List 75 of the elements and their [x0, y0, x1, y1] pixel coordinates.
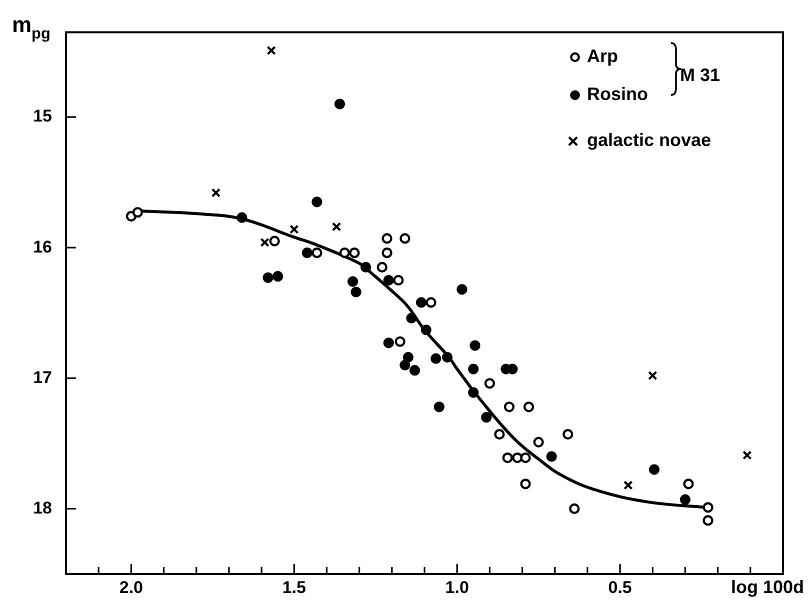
point [484, 378, 495, 389]
point [272, 271, 284, 282]
point [236, 212, 248, 223]
point [132, 207, 143, 218]
point [420, 324, 432, 336]
point [562, 429, 574, 440]
point [302, 248, 312, 258]
point [360, 262, 372, 272]
point [382, 233, 392, 244]
point [442, 352, 453, 363]
point [382, 248, 392, 258]
point [624, 480, 633, 490]
y-tick-label: 15 [33, 106, 52, 126]
point [383, 274, 394, 286]
point [312, 248, 322, 258]
x-tick-label: 1.5 [282, 578, 306, 597]
point [520, 452, 531, 464]
point [416, 297, 427, 308]
legend-label: galactic novae [587, 130, 712, 150]
point [290, 224, 299, 234]
point [376, 262, 388, 272]
point [260, 238, 270, 248]
point [266, 46, 276, 56]
point [494, 429, 505, 440]
point [383, 338, 394, 348]
point [648, 370, 658, 380]
point [533, 436, 544, 448]
point [502, 452, 513, 464]
x-axis-title: log 100d [730, 577, 804, 597]
point [481, 412, 492, 423]
point [402, 352, 414, 363]
point [400, 360, 410, 370]
point [430, 353, 442, 364]
point [348, 276, 358, 287]
point [546, 451, 557, 462]
point [334, 98, 346, 110]
annotation: M 31 [680, 65, 720, 86]
point [648, 464, 660, 475]
x-tick-label: 2.0 [119, 578, 143, 597]
point [456, 284, 468, 295]
point [349, 248, 360, 258]
point [683, 478, 694, 490]
point [339, 248, 350, 258]
legend-label: Rosino [587, 84, 648, 104]
point [269, 236, 280, 246]
point [512, 452, 523, 464]
point [504, 402, 515, 412]
point [409, 365, 420, 376]
x-tick-label: 0.5 [608, 578, 632, 597]
point [262, 272, 274, 283]
x-tick-label: 1.0 [445, 578, 469, 597]
point [702, 502, 714, 513]
point [470, 340, 480, 351]
point [332, 222, 342, 232]
point [468, 387, 479, 398]
point [400, 233, 410, 244]
point [468, 364, 479, 374]
point [742, 450, 752, 460]
point [393, 274, 404, 286]
y-tick-label: 16 [33, 237, 52, 256]
point [394, 336, 406, 347]
point [350, 286, 362, 298]
legend-label: Arp [587, 46, 618, 66]
point [680, 494, 691, 505]
point [406, 312, 417, 324]
point [569, 503, 580, 514]
point [434, 402, 444, 412]
y-tick-label: 18 [33, 498, 52, 518]
point [312, 196, 322, 208]
point [426, 297, 436, 308]
y-tick-label: 17 [33, 368, 52, 387]
point [702, 515, 714, 526]
point [523, 402, 534, 412]
point [211, 188, 221, 198]
point [520, 478, 531, 490]
